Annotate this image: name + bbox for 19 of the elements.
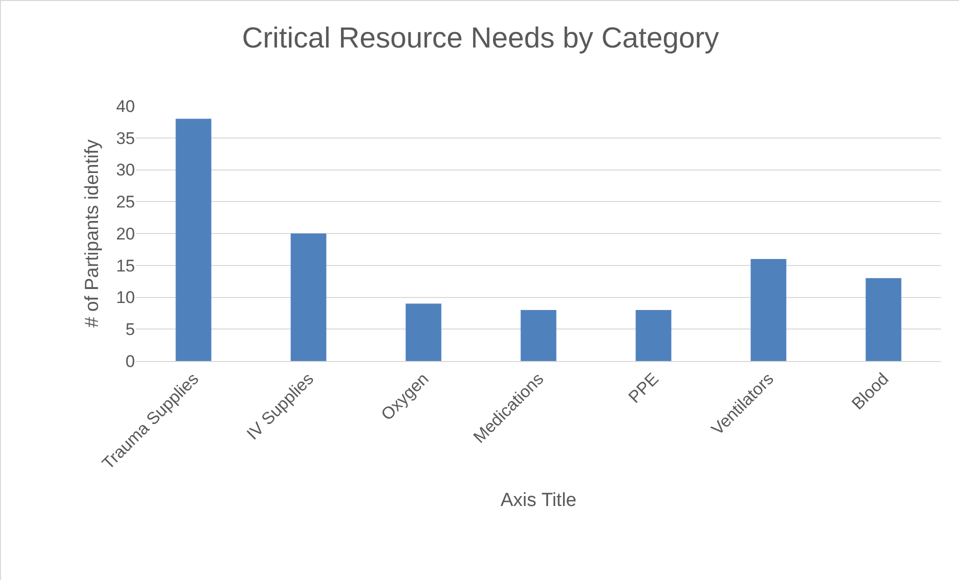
- chart-title: Critical Resource Needs by Category: [242, 22, 720, 54]
- y-tick-label: 5: [126, 320, 135, 340]
- y-tick-label: 10: [116, 288, 135, 308]
- y-tick-label: 40: [116, 96, 135, 116]
- y-tick-label: 35: [116, 128, 135, 148]
- bar: [520, 310, 556, 361]
- y-axis-title: # of Partipants identify: [82, 139, 103, 328]
- bar: [406, 304, 442, 361]
- bar: [290, 234, 326, 361]
- bar: [750, 259, 786, 361]
- bar: [636, 310, 672, 361]
- y-tick-label: 0: [126, 352, 135, 371]
- bar: [176, 118, 212, 361]
- x-axis-title: Axis Title: [500, 490, 577, 511]
- y-tick-label: 20: [116, 224, 135, 244]
- y-tick-label: 30: [116, 160, 135, 180]
- y-tick-label: 15: [116, 256, 135, 276]
- bar: [866, 278, 902, 361]
- y-tick-label: 25: [116, 192, 135, 212]
